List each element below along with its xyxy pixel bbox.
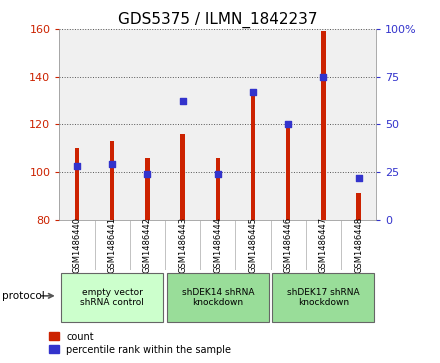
Title: GDS5375 / ILMN_1842237: GDS5375 / ILMN_1842237	[118, 12, 318, 28]
Text: shDEK17 shRNA
knockdown: shDEK17 shRNA knockdown	[287, 288, 360, 307]
Point	[144, 171, 151, 177]
Bar	[180, 134, 185, 220]
Text: GSM1486446: GSM1486446	[284, 217, 293, 273]
Text: GSM1486447: GSM1486447	[319, 217, 328, 273]
Point	[214, 171, 221, 177]
Bar	[110, 141, 114, 220]
Point	[179, 98, 186, 105]
Point	[355, 175, 362, 181]
Point	[249, 89, 257, 95]
Bar	[75, 148, 79, 220]
FancyBboxPatch shape	[272, 273, 374, 322]
Point	[109, 162, 116, 167]
Bar	[356, 193, 361, 220]
Text: GSM1486448: GSM1486448	[354, 217, 363, 273]
FancyBboxPatch shape	[61, 273, 163, 322]
Point	[73, 163, 81, 169]
Text: shDEK14 shRNA
knockdown: shDEK14 shRNA knockdown	[182, 288, 254, 307]
FancyBboxPatch shape	[167, 273, 269, 322]
Bar	[286, 124, 290, 220]
Bar	[145, 158, 150, 220]
Bar	[216, 158, 220, 220]
Bar	[321, 32, 326, 220]
Bar	[251, 93, 255, 220]
Text: GSM1486440: GSM1486440	[73, 217, 81, 273]
Text: protocol: protocol	[2, 291, 45, 301]
Text: GSM1486444: GSM1486444	[213, 217, 222, 273]
Text: GSM1486445: GSM1486445	[249, 217, 257, 273]
Text: GSM1486441: GSM1486441	[108, 217, 117, 273]
Text: GSM1486442: GSM1486442	[143, 217, 152, 273]
Text: empty vector
shRNA control: empty vector shRNA control	[80, 288, 144, 307]
Point	[285, 121, 292, 127]
Legend: count, percentile rank within the sample: count, percentile rank within the sample	[49, 331, 231, 355]
Point	[320, 74, 327, 79]
Text: GSM1486443: GSM1486443	[178, 217, 187, 273]
